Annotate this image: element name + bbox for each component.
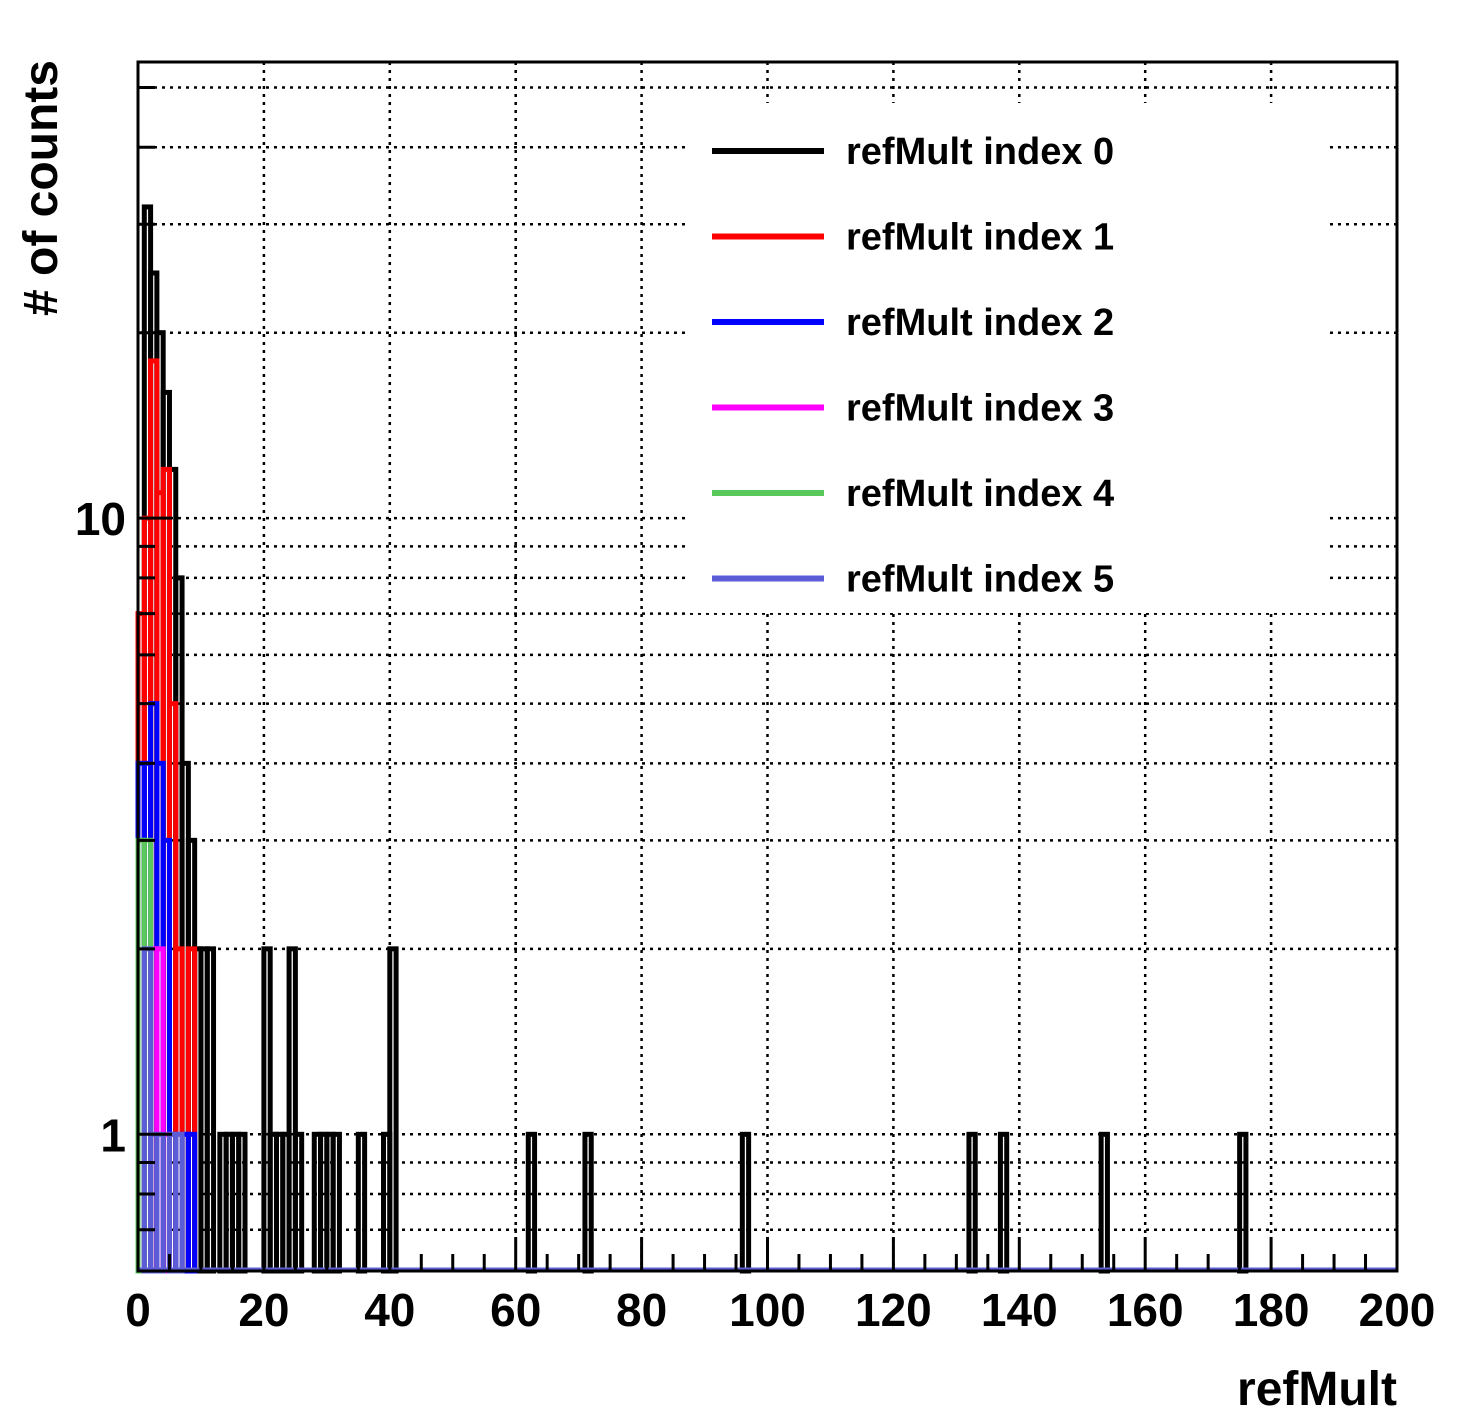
legend-label: refMult index 4 [846, 473, 1114, 515]
x-tick-label: 200 [1359, 1284, 1436, 1336]
legend-item: refMult index 1 [712, 217, 1114, 259]
legend-label: refMult index 1 [846, 217, 1114, 259]
legend-item: refMult index 2 [712, 302, 1114, 344]
legend: refMult index 0 refMult index 1 refMult in… [690, 103, 1330, 613]
legend-label: refMult index 3 [846, 388, 1114, 430]
y-tick-label: 1 [100, 1109, 126, 1161]
legend-box [690, 103, 1330, 613]
x-tick-label: 160 [1107, 1284, 1184, 1336]
x-tick-label: 180 [1233, 1284, 1310, 1336]
x-axis-label: refMult [1237, 1363, 1397, 1416]
legend-item: refMult index 3 [712, 388, 1114, 430]
x-tick-label: 60 [490, 1284, 541, 1336]
legend-item: refMult index 4 [712, 473, 1114, 515]
x-tick-label: 100 [729, 1284, 806, 1336]
legend-item: refMult index 0 [712, 131, 1114, 173]
x-tick-label: 120 [855, 1284, 932, 1336]
x-tick-label: 20 [238, 1284, 289, 1336]
tick-labels: 0 20 40 60 80 100 120 140 160 180 200 1 10 [75, 493, 1436, 1336]
axis-ticks [136, 86, 1399, 1273]
legend-item: refMult index 5 [712, 559, 1114, 601]
legend-label: refMult index 0 [846, 131, 1114, 173]
legend-label: refMult index 5 [846, 559, 1114, 601]
legend-label: refMult index 2 [846, 302, 1114, 344]
x-tick-label: 80 [616, 1284, 667, 1336]
y-axis-label: # of counts [15, 60, 68, 316]
x-tick-label: 0 [125, 1284, 151, 1336]
x-tick-label: 140 [981, 1284, 1058, 1336]
x-tick-label: 40 [364, 1284, 415, 1336]
y-tick-label: 10 [75, 493, 126, 545]
